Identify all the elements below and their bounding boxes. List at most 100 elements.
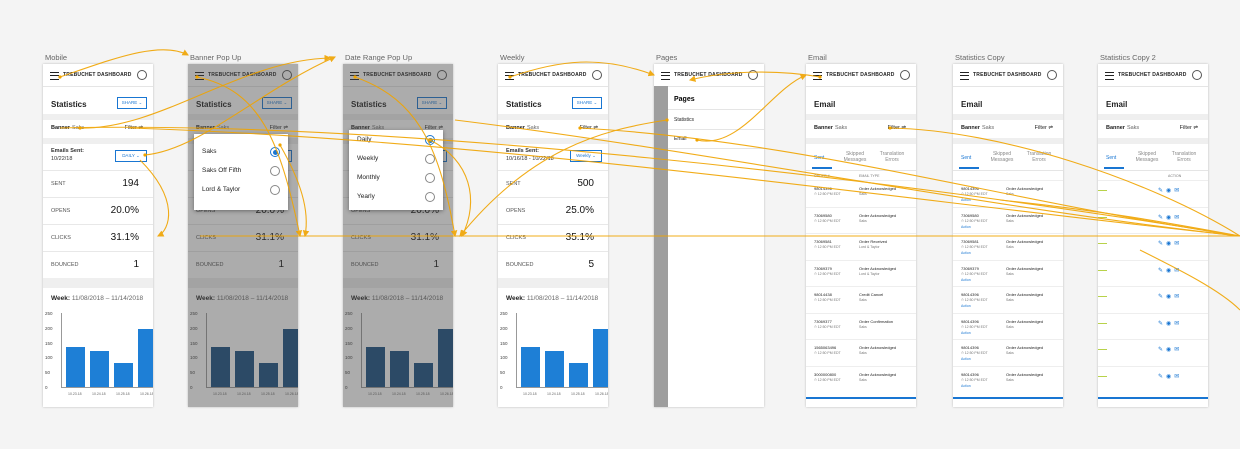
action-link[interactable]: Action [961, 224, 971, 229]
view-icon[interactable]: ◉ [1166, 241, 1175, 247]
share-button[interactable]: SHARE ⌄ [572, 97, 602, 109]
filter-button[interactable]: Filter ⇌ [580, 125, 598, 131]
nav-item-statistics[interactable]: Statistics [674, 117, 695, 123]
view-icon[interactable]: ◉ [1166, 347, 1175, 353]
banner-selector[interactable]: Banner Saks Filter ⇌ [953, 120, 1063, 138]
edit-icon[interactable]: ✎ [1158, 320, 1167, 327]
filter-button[interactable]: Filter ⇌ [888, 125, 906, 131]
table-row[interactable]: ✎◉✉ [1098, 180, 1208, 207]
table-row[interactable]: ✎◉✉ [1098, 259, 1208, 287]
table-row[interactable]: 98014396 ⏱ 12:50 PM EDT Action Order Acknow… [953, 365, 1063, 393]
edit-icon[interactable]: ✎ [1158, 214, 1167, 221]
user-icon[interactable] [592, 70, 602, 80]
radio-icon[interactable] [425, 192, 435, 202]
popup-option[interactable]: Weekly [349, 149, 443, 168]
action-link[interactable]: Action [961, 357, 971, 361]
mail-icon[interactable]: ✉ [1174, 241, 1183, 247]
radio-icon[interactable] [270, 147, 280, 157]
edit-icon[interactable]: ✎ [1158, 188, 1167, 194]
popup-option[interactable]: Daily [349, 130, 443, 149]
radio-icon[interactable] [425, 173, 435, 183]
banner-selector[interactable]: Banner Saks Filter ⇌ [498, 120, 608, 138]
user-icon[interactable] [137, 70, 147, 80]
table-row[interactable]: ✎◉✉ [1098, 365, 1208, 393]
mail-icon[interactable]: ✉ [1174, 347, 1183, 353]
tab-sent[interactable]: Sent [1106, 155, 1117, 161]
table-row[interactable]: ✎◉✉ [1098, 286, 1208, 313]
action-link[interactable]: Action [961, 251, 971, 255]
table-row[interactable]: 3000000800 ⏱ 12:50 PM EDT Order Acknowledg… [806, 365, 916, 393]
radio-icon[interactable] [425, 154, 435, 164]
radio-icon[interactable] [270, 185, 280, 195]
menu-icon[interactable] [1105, 72, 1114, 80]
menu-icon[interactable] [813, 72, 822, 80]
filter-button[interactable]: Filter ⇌ [1180, 125, 1198, 131]
modal-overlay[interactable] [188, 64, 298, 407]
table-row[interactable]: 98014396 ⏱ 12:50 PM EDT Action Order Acknow… [953, 339, 1063, 366]
action-link[interactable]: Action [961, 304, 971, 308]
popup-option[interactable]: Lord & Taylor [194, 180, 288, 199]
user-icon[interactable] [1047, 70, 1057, 80]
table-row[interactable]: ✎◉✉ [1098, 233, 1208, 260]
mail-icon[interactable]: ✉ [1174, 294, 1183, 300]
mail-icon[interactable]: ✉ [1174, 214, 1183, 221]
popup-option[interactable]: Saks Off Fifth [194, 161, 288, 180]
menu-icon[interactable] [661, 72, 670, 80]
filter-button[interactable]: Filter ⇌ [1035, 125, 1053, 131]
popup-option[interactable]: Monthly [349, 168, 443, 187]
tab-skipped[interactable]: Skipped Messages [1135, 151, 1159, 163]
user-icon[interactable] [1192, 70, 1202, 80]
table-row[interactable]: 73069379 ⏱ 12:50 PM EDT Action Order Acknow… [953, 259, 1063, 287]
banner-selector[interactable]: Banner Saks Filter ⇌ [43, 120, 153, 138]
tab-translation[interactable]: Translation Errors [879, 151, 905, 163]
edit-icon[interactable]: ✎ [1158, 294, 1167, 300]
mail-icon[interactable]: ✉ [1174, 188, 1183, 194]
table-row[interactable]: 98014396 ⏱ 12:50 PM EDT Order Acknowledged… [806, 180, 916, 207]
user-icon[interactable] [900, 70, 910, 80]
table-row[interactable]: ✎◉✉ [1098, 206, 1208, 234]
action-link[interactable]: Action [961, 330, 971, 335]
edit-icon[interactable]: ✎ [1158, 347, 1167, 353]
tab-skipped[interactable]: Skipped Messages [990, 151, 1014, 163]
table-row[interactable]: 73069581 ⏱ 12:50 PM EDT Order Received Lord… [806, 233, 916, 260]
action-link[interactable]: Action [961, 198, 971, 202]
table-row[interactable]: 73069580 ⏱ 12:50 PM EDT Action Order Acknow… [953, 206, 1063, 234]
mail-icon[interactable]: ✉ [1174, 373, 1183, 380]
tab-sent[interactable]: Sent [814, 155, 825, 161]
modal-overlay[interactable] [343, 64, 453, 407]
view-icon[interactable]: ◉ [1166, 320, 1175, 327]
radio-icon[interactable] [270, 166, 280, 176]
table-row[interactable]: 73069379 ⏱ 12:50 PM EDT Order Acknowledged… [806, 259, 916, 287]
table-row[interactable]: 98014396 ⏱ 12:50 PM EDT Action Order Acknow… [953, 286, 1063, 313]
share-button[interactable]: SHARE ⌄ [117, 97, 147, 109]
nav-item-email[interactable]: Email [674, 136, 687, 142]
range-dropdown[interactable]: Weekly ⌄ [570, 150, 602, 162]
table-row[interactable]: 98014396 ⏱ 12:50 PM EDT Action Order Acknow… [953, 312, 1063, 340]
edit-icon[interactable]: ✎ [1158, 373, 1167, 380]
action-link[interactable]: Action [961, 383, 971, 388]
tab-skipped[interactable]: Skipped Messages [843, 151, 867, 163]
menu-icon[interactable] [50, 72, 59, 80]
view-icon[interactable]: ◉ [1166, 373, 1175, 380]
tab-sent[interactable]: Sent [961, 155, 972, 161]
action-link[interactable]: Action [961, 277, 971, 282]
table-row[interactable]: 73069581 ⏱ 12:50 PM EDT Action Order Acknow… [953, 233, 1063, 260]
table-row[interactable]: ✎◉✉ [1098, 339, 1208, 366]
filter-button[interactable]: Filter ⇌ [125, 125, 143, 131]
table-row[interactable]: 98014396 ⏱ 12:50 PM EDT Action Order Acknow… [953, 180, 1063, 207]
banner-selector[interactable]: Banner Saks Filter ⇌ [806, 120, 916, 138]
menu-icon[interactable] [960, 72, 969, 80]
table-row[interactable]: 73069580 ⏱ 12:50 PM EDT Order Acknowledged… [806, 206, 916, 234]
table-row[interactable]: ✎◉✉ [1098, 312, 1208, 340]
edit-icon[interactable]: ✎ [1158, 267, 1167, 274]
mail-icon[interactable]: ✉ [1174, 320, 1183, 327]
user-icon[interactable] [748, 70, 758, 80]
popup-option[interactable]: Saks [194, 142, 288, 161]
edit-icon[interactable]: ✎ [1158, 241, 1167, 247]
popup-option[interactable]: Yearly [349, 187, 443, 206]
mail-icon[interactable]: ✉ [1174, 267, 1183, 274]
table-row[interactable]: 98014438 ⏱ 12:50 PM EDT Credit Cancel Saks [806, 286, 916, 313]
tab-translation[interactable]: Translation Errors [1026, 151, 1052, 163]
range-dropdown[interactable]: DAILY ⌄ [115, 150, 147, 162]
radio-icon[interactable] [425, 135, 435, 145]
